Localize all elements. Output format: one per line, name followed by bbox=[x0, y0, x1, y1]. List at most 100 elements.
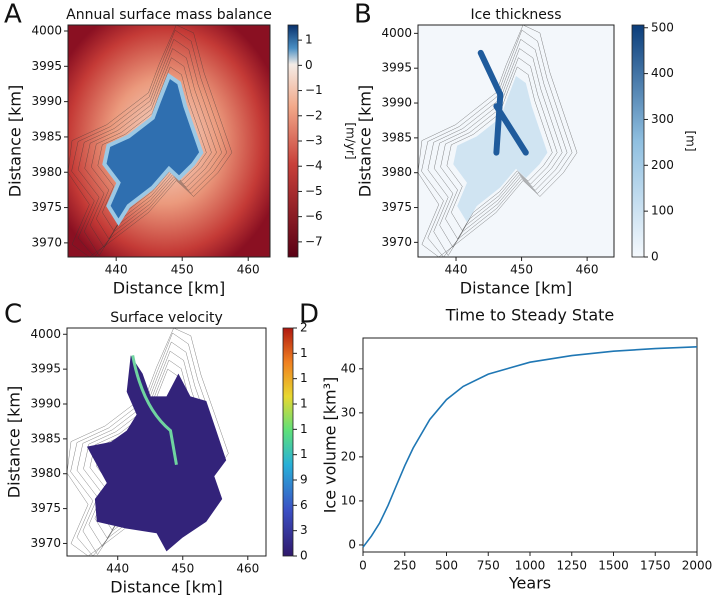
colorbar-tick-label: 0 bbox=[305, 58, 313, 72]
x-tick-label: 460 bbox=[576, 263, 599, 277]
y-tick-label: 20 bbox=[341, 449, 356, 463]
contour-line bbox=[433, 48, 563, 248]
y-tick-label: 3970 bbox=[30, 536, 61, 550]
ice-stream bbox=[131, 355, 178, 466]
colorbar-tick-label: −1 bbox=[305, 83, 323, 97]
panel-letter: D bbox=[299, 300, 319, 330]
contour-line bbox=[77, 38, 222, 257]
colorbar-tick-label: 2 bbox=[300, 321, 308, 335]
colorbar-tick-label: −2 bbox=[305, 108, 323, 122]
x-tick-label: 440 bbox=[105, 263, 128, 277]
axes-frame bbox=[67, 24, 271, 258]
y-tick-label: 3995 bbox=[381, 61, 412, 75]
x-tick-label: 0 bbox=[359, 559, 367, 573]
ice-region bbox=[86, 355, 227, 552]
y-tick-label: 40 bbox=[341, 361, 356, 375]
contour-line bbox=[421, 29, 573, 258]
x-tick-label: 2000 bbox=[682, 559, 713, 573]
colorbar-tick-label: −5 bbox=[305, 184, 323, 198]
colorbar-tick-label: 1 bbox=[300, 346, 308, 360]
x-tick-label: 1500 bbox=[598, 559, 629, 573]
x-axis-label: Distance [km] bbox=[460, 279, 572, 298]
contour-line bbox=[446, 66, 553, 232]
panel-title: Annual surface mass balance bbox=[66, 7, 272, 23]
colorbar-tick-label: 500 bbox=[651, 20, 674, 34]
contour-line bbox=[97, 66, 207, 232]
colorbar bbox=[631, 24, 645, 258]
y-tick-label: 3980 bbox=[30, 466, 61, 480]
colorbar-tick-label: −4 bbox=[305, 159, 323, 173]
y-tick-label: 3980 bbox=[381, 165, 412, 179]
colorbar-tick-label: 1 bbox=[300, 397, 308, 411]
colorbar bbox=[287, 24, 299, 258]
y-tick-label: 3990 bbox=[31, 94, 62, 108]
colorbar-tick-label: 1 bbox=[305, 33, 313, 47]
axes-frame bbox=[66, 327, 267, 557]
y-tick-label: 3985 bbox=[30, 431, 61, 445]
x-axis-label: Distance [km] bbox=[110, 578, 222, 597]
colorbar-label: [m/yr] bbox=[344, 122, 358, 159]
panel-letter: C bbox=[4, 300, 22, 330]
colorbar-tick-label: 1 bbox=[300, 447, 308, 461]
ice-region bbox=[453, 76, 548, 223]
contour-line bbox=[440, 57, 558, 240]
y-axis-label: Ice volume [km³] bbox=[321, 377, 340, 514]
y-tick-label: 4000 bbox=[31, 24, 62, 38]
y-tick-label: 3975 bbox=[381, 200, 412, 214]
y-tick-label: 3990 bbox=[381, 96, 412, 110]
y-tick-label: 3970 bbox=[31, 235, 62, 249]
panel-title: Ice thickness bbox=[470, 7, 561, 23]
y-tick-label: 10 bbox=[341, 493, 356, 507]
x-tick-label: 750 bbox=[477, 559, 500, 573]
x-tick-label: 500 bbox=[435, 559, 458, 573]
x-tick-label: 1250 bbox=[556, 559, 587, 573]
colorbar-tick-label: 9 bbox=[300, 473, 308, 487]
x-tick-label: 1750 bbox=[640, 559, 671, 573]
colorbar-tick-label: 1 bbox=[300, 422, 308, 436]
contour-line bbox=[84, 48, 217, 248]
colorbar bbox=[282, 327, 294, 557]
axes-frame bbox=[417, 24, 615, 258]
y-tick-label: 3975 bbox=[30, 501, 61, 515]
contour-line bbox=[71, 29, 228, 258]
y-tick-label: 3985 bbox=[31, 129, 62, 143]
panel-letter: A bbox=[4, 0, 22, 30]
colorbar-tick-label: 400 bbox=[651, 66, 674, 80]
colorbar-tick-label: −7 bbox=[305, 234, 323, 248]
x-tick-label: 1000 bbox=[515, 559, 546, 573]
ice-stream bbox=[477, 49, 529, 156]
line bbox=[362, 346, 698, 548]
y-tick-label: 3995 bbox=[30, 362, 61, 376]
colorbar-tick-label: 0 bbox=[651, 250, 659, 264]
y-tick-label: 3995 bbox=[31, 59, 62, 73]
contour-line bbox=[427, 38, 568, 257]
y-tick-label: 3985 bbox=[381, 130, 412, 144]
y-tick-label: 30 bbox=[341, 405, 356, 419]
x-tick-label: 450 bbox=[510, 263, 533, 277]
colorbar-tick-label: −6 bbox=[305, 209, 323, 223]
y-axis-label: Distance [km] bbox=[5, 386, 24, 498]
y-tick-label: 3970 bbox=[381, 235, 412, 249]
colorbar-tick-label: 300 bbox=[651, 112, 674, 126]
y-tick-label: 3975 bbox=[31, 200, 62, 214]
panel-title: Time to Steady State bbox=[445, 306, 615, 325]
contour-line bbox=[91, 57, 212, 240]
x-tick-label: 460 bbox=[237, 263, 260, 277]
y-tick-label: 4000 bbox=[30, 327, 61, 341]
x-axis-label: Distance [km] bbox=[113, 279, 225, 298]
x-tick-label: 450 bbox=[171, 562, 194, 576]
colorbar-tick-label: 0 bbox=[300, 549, 308, 563]
panel-title: Surface velocity bbox=[110, 310, 223, 326]
colorbar-label: [m] bbox=[684, 130, 698, 151]
colorbar-tick-label: 1 bbox=[300, 371, 308, 385]
x-axis-label: Years bbox=[508, 574, 551, 593]
colorbar-tick-label: −3 bbox=[305, 134, 323, 148]
x-tick-label: 460 bbox=[236, 562, 259, 576]
x-tick-label: 440 bbox=[106, 562, 129, 576]
x-tick-label: 450 bbox=[171, 263, 194, 277]
panel-letter: B bbox=[354, 0, 372, 30]
y-tick-label: 0 bbox=[348, 537, 356, 551]
y-tick-label: 4000 bbox=[381, 26, 412, 40]
colorbar-tick-label: 6 bbox=[300, 498, 308, 512]
